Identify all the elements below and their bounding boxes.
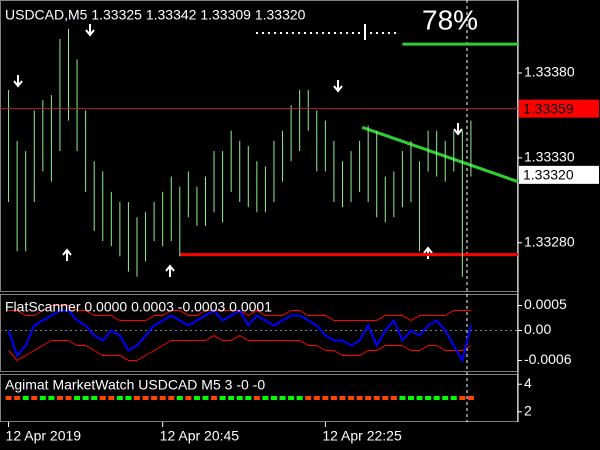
signal-dot	[99, 396, 106, 401]
signal-dot	[373, 396, 380, 401]
signal-dot	[159, 396, 166, 401]
signal-dot	[348, 396, 355, 401]
signal-arrows	[13, 24, 463, 277]
x-tick-label: 12 Apr 2019	[6, 428, 82, 444]
y-tick-label: 0.00	[524, 321, 551, 337]
signal-dot	[108, 396, 115, 401]
down-arrow	[333, 80, 343, 93]
y-tick-label: 4	[524, 375, 532, 391]
signal-dot	[22, 396, 29, 401]
signal-dot	[330, 396, 337, 401]
signal-dot	[390, 396, 397, 401]
signal-dot	[31, 396, 38, 401]
signal-dot	[339, 396, 346, 401]
signal-dot	[236, 396, 243, 401]
signal-dot	[116, 396, 123, 401]
signal-dot	[296, 396, 303, 401]
signal-dot	[168, 396, 175, 401]
y-tick-label: 1.33280	[524, 233, 575, 249]
signal-dot	[74, 396, 81, 401]
signal-dot	[219, 396, 226, 401]
chart-title: USDCAD,M5 1.33325 1.33342 1.33309 1.3332…	[5, 7, 306, 23]
signal-dot	[356, 396, 363, 401]
signal-dot	[433, 396, 440, 401]
signal-dot	[185, 396, 192, 401]
signal-dot	[279, 396, 286, 401]
signal-dot	[14, 396, 21, 401]
signal-dot	[253, 396, 260, 401]
signal-dot	[407, 396, 414, 401]
down-arrow	[85, 24, 95, 37]
signal-dot	[142, 396, 149, 401]
signal-dot	[382, 396, 389, 401]
signal-dot	[288, 396, 295, 401]
scanner-title: FlatScanner 0.0000 0.0003 -0.0003 0.0001	[5, 299, 272, 315]
up-arrow	[165, 264, 175, 277]
signal-dot	[228, 396, 235, 401]
signal-dot	[270, 396, 277, 401]
signal-dot	[399, 396, 406, 401]
price-label-box	[519, 99, 599, 118]
signal-dot	[133, 396, 140, 401]
signal-dot	[125, 396, 132, 401]
y-tick-label: 1.33330	[524, 149, 575, 165]
signal-dot	[39, 396, 46, 401]
signal-dot	[322, 396, 329, 401]
signal-dot	[365, 396, 372, 401]
signal-dot	[82, 396, 89, 401]
signal-dot	[211, 396, 218, 401]
price-label: 1.33359	[523, 100, 574, 116]
signal-dot	[305, 396, 312, 401]
signal-dot	[416, 396, 423, 401]
y-tick-label: 2	[524, 403, 532, 419]
signal-dot	[56, 396, 63, 401]
signal-dot	[193, 396, 200, 401]
agimat-title: Agimat MarketWatch USDCAD M5 3 -0 -0	[5, 377, 265, 393]
plot-layer: 1.33380 1.33330 1.33280 1.33359 1.33320 12 Ap…	[0, 28, 599, 444]
signal-dot	[91, 396, 98, 401]
y-tick-label: -0.0006	[524, 351, 572, 367]
signal-dot	[5, 396, 12, 401]
signal-dot	[425, 396, 432, 401]
signal-dot	[65, 396, 72, 401]
indicator-line	[7, 309, 472, 364]
down-arrow	[13, 75, 23, 88]
signal-dot	[202, 396, 209, 401]
y-tick-label: 1.33380	[524, 64, 575, 80]
signal-dot	[245, 396, 252, 401]
signal-dot	[313, 396, 320, 401]
x-tick-label: 12 Apr 20:45	[160, 428, 240, 444]
x-tick-label: 12 Apr 22:25	[322, 428, 402, 444]
y-tick-label: 0.0005	[524, 296, 567, 312]
indicator-line	[8, 334, 472, 362]
signal-dot	[450, 396, 457, 401]
down-arrow	[453, 123, 463, 136]
price-label-box	[519, 165, 599, 184]
signal-dot	[467, 396, 474, 401]
signal-dot	[176, 396, 183, 401]
drawn-line	[361, 125, 519, 184]
price-label: 1.33320	[523, 167, 574, 183]
signal-dot	[48, 396, 55, 401]
signal-dot	[151, 396, 158, 401]
up-arrow	[62, 248, 72, 261]
percent-annotation: 78%	[422, 4, 478, 35]
signal-dot	[442, 396, 449, 401]
signal-dot	[262, 396, 269, 401]
signal-dot	[459, 396, 466, 401]
